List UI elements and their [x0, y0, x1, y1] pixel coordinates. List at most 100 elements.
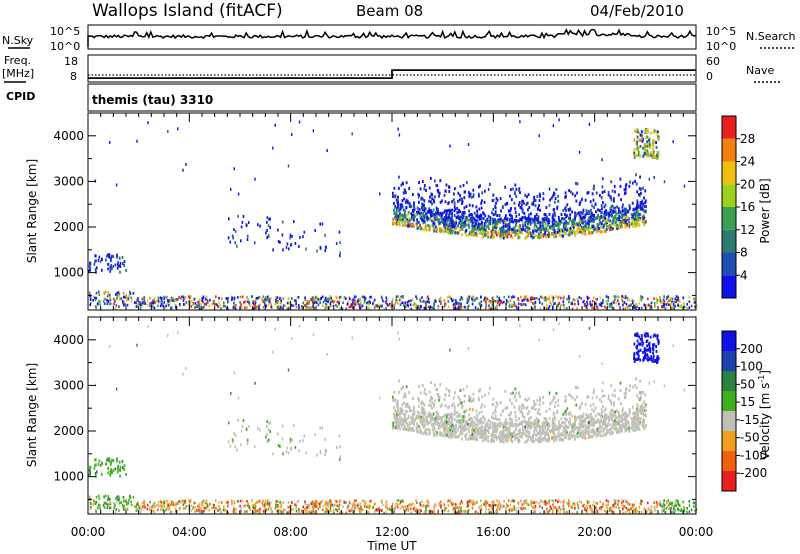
power-cell: [109, 294, 111, 297]
velocity-cell: [466, 502, 469, 505]
power-cell: [526, 230, 529, 234]
power-cell: [274, 302, 277, 306]
velocity-cell: [242, 419, 245, 422]
velocity-cell: [671, 504, 673, 507]
power-cell: [609, 210, 612, 214]
power-cell: [588, 231, 590, 235]
power-cell: [464, 190, 466, 194]
power-cell: [465, 223, 468, 227]
colorbar-segment: [722, 184, 736, 207]
velocity-cell: [615, 506, 617, 509]
power-cell: [624, 184, 627, 188]
power-cell: [598, 222, 601, 226]
power-cell: [387, 304, 389, 307]
velocity-cell: [584, 433, 587, 437]
power-cell: [571, 302, 574, 306]
power-cell: [599, 296, 602, 300]
power-cell: [185, 301, 188, 304]
power-cell: [548, 187, 551, 191]
power-cell: [180, 297, 182, 300]
power-cell: [153, 306, 156, 310]
velocity-cell: [639, 502, 642, 505]
velocity-cell: [339, 499, 342, 503]
power-cell: [216, 303, 218, 307]
power-cell: [424, 220, 426, 224]
power-cell: [494, 210, 497, 214]
power-cell: [514, 230, 517, 233]
velocity-cell: [596, 510, 599, 514]
power-cell: [428, 301, 430, 304]
power-cell: [335, 242, 338, 245]
power-cell: [116, 294, 119, 297]
power-cell: [516, 229, 519, 232]
velocity-cell: [244, 504, 246, 507]
power-cell: [557, 296, 559, 300]
velocity-cell: [441, 403, 443, 407]
power-cell: [592, 220, 595, 223]
velocity-cell: [295, 504, 297, 508]
power-cell: [267, 224, 270, 228]
velocity-cell: [142, 501, 145, 505]
velocity-cell: [495, 405, 497, 409]
power-cell: [413, 224, 415, 228]
power-cell: [568, 208, 571, 212]
power-cell: [586, 295, 589, 299]
power-cell: [647, 297, 649, 301]
power-cell: [418, 194, 420, 198]
velocity-cell: [631, 503, 634, 507]
velocity-cell: [421, 406, 423, 410]
velocity-cell: [304, 502, 306, 506]
velocity-cell: [501, 439, 504, 443]
power-cell: [516, 219, 519, 223]
velocity-cell: [663, 509, 665, 512]
power-cell: [348, 305, 351, 309]
power-cell: [268, 300, 271, 304]
velocity-cell: [171, 503, 173, 506]
power-cell: [517, 219, 520, 223]
power-cell: [175, 306, 177, 309]
power-cell: [604, 216, 607, 220]
power-cell: [504, 220, 507, 224]
power-cell: [395, 298, 398, 302]
velocity-cell: [445, 433, 447, 437]
power-cell: [417, 192, 420, 196]
ytick-label: 4000: [53, 129, 84, 143]
velocity-cell: [507, 504, 509, 508]
power-cell: [253, 241, 256, 245]
velocity-cell: [586, 499, 589, 503]
power-cell: [656, 151, 659, 155]
power-cell: [287, 247, 290, 251]
velocity-cell: [264, 502, 266, 505]
velocity-cell: [296, 500, 299, 503]
velocity-cell: [225, 501, 228, 504]
power-cell: [605, 219, 607, 223]
velocity-cell: [94, 500, 96, 504]
power-cell: [517, 225, 520, 229]
power-cell: [515, 187, 518, 191]
velocity-cell: [234, 511, 237, 514]
power-cell: [256, 305, 259, 308]
power-cell: [546, 303, 548, 307]
power-cell: [636, 135, 639, 139]
power-cell: [584, 198, 587, 202]
velocity-cell: [280, 503, 282, 507]
power-cell: [88, 269, 90, 273]
velocity-cell: [622, 422, 624, 426]
power-cell: [112, 297, 115, 301]
power-cell: [594, 203, 597, 207]
power-cell: [307, 300, 309, 304]
power-cell: [534, 305, 536, 308]
velocity-cell: [620, 424, 623, 428]
power-cell: [437, 208, 439, 211]
power-cell: [234, 307, 237, 310]
velocity-cell: [591, 510, 594, 513]
power-cell: [408, 299, 410, 303]
power-cell: [502, 219, 505, 223]
velocity-cell: [509, 413, 512, 417]
power-cell: [558, 218, 560, 222]
velocity-cell: [577, 506, 580, 510]
power-cell: [433, 200, 436, 204]
power-cell: [414, 305, 417, 309]
velocity-cell: [309, 511, 312, 514]
velocity-cell: [113, 506, 115, 510]
